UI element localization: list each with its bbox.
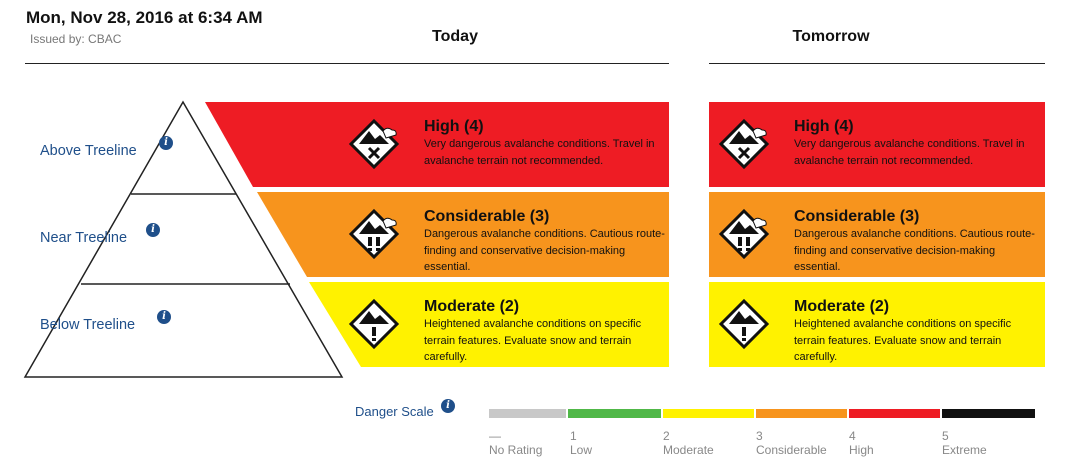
tomorrow-near-treeline-rating[interactable]: Considerable (3) Dangerous avalanche con… (709, 192, 1045, 277)
scale-level-number: 5 (942, 429, 949, 443)
high-danger-icon (718, 118, 770, 170)
rating-description: Dangerous avalanche conditions. Cautious… (424, 228, 665, 273)
tomorrow-below-treeline-rating[interactable]: Moderate (2) Heightened avalanche condit… (709, 282, 1045, 367)
rating-description: Heightened avalanche conditions on speci… (424, 318, 642, 363)
today-near-treeline-rating[interactable]: Considerable (3) Dangerous avalanche con… (257, 192, 669, 277)
rating-description: Dangerous avalanche conditions. Cautious… (794, 228, 1035, 273)
rating-title: Considerable (3) (424, 208, 550, 225)
scale-level-name: Low (570, 443, 593, 457)
scale-segment-considerable (756, 409, 847, 418)
scale-level-high: 4 High (849, 429, 874, 457)
danger-scale-label: Danger Scale (355, 404, 434, 419)
today-above-treeline-rating[interactable]: High (4) Very dangerous avalanche condit… (205, 102, 669, 187)
tomorrow-above-treeline-rating[interactable]: High (4) Very dangerous avalanche condit… (709, 102, 1045, 187)
moderate-danger-icon (718, 298, 770, 350)
scale-level-name: Extreme (942, 443, 987, 457)
scale-level-number: 4 (849, 429, 856, 443)
scale-level-name: Moderate (663, 443, 714, 457)
scale-level-extreme: 5 Extreme (942, 429, 987, 457)
elevation-pyramid-icon (23, 100, 344, 378)
scale-segment-no-rating (489, 409, 566, 418)
elevation-label-near-treeline: Near Treeline (40, 230, 128, 246)
scale-segment-low (568, 409, 661, 418)
moderate-danger-icon (348, 298, 400, 350)
elevation-label-below-treeline: Below Treeline (40, 317, 136, 333)
today-below-treeline-rating[interactable]: Moderate (2) Heightened avalanche condit… (309, 282, 669, 367)
scale-segment-extreme (942, 409, 1035, 418)
rating-description: Very dangerous avalanche conditions. Tra… (424, 138, 655, 167)
info-icon[interactable]: i (441, 399, 455, 413)
scale-level-number: 3 (756, 429, 763, 443)
rating-description: Heightened avalanche conditions on speci… (794, 318, 1012, 363)
scale-level-moderate: 2 Moderate (663, 429, 714, 457)
scale-level-name: No Rating (489, 443, 543, 457)
considerable-danger-icon (348, 208, 400, 260)
rating-title: High (4) (794, 118, 854, 135)
scale-level-name: Considerable (756, 443, 827, 457)
scale-level-no-rating: — No Rating (489, 429, 542, 457)
scale-segment-moderate (663, 409, 754, 418)
today-divider (25, 63, 669, 64)
scale-level-number: 1 (570, 429, 577, 443)
info-icon[interactable]: i (159, 136, 173, 150)
scale-level-low: 1 Low (570, 429, 592, 457)
high-danger-icon (348, 118, 400, 170)
scale-level-name: High (849, 443, 874, 457)
today-heading: Today (432, 28, 478, 45)
tomorrow-heading: Tomorrow (792, 28, 870, 45)
rating-title: High (4) (424, 118, 484, 135)
issued-by: Issued by: CBAC (30, 32, 122, 46)
scale-level-number: 2 (663, 429, 670, 443)
tomorrow-divider (709, 63, 1045, 64)
elevation-label-above-treeline: Above Treeline (40, 143, 137, 159)
forecast-date: Mon, Nov 28, 2016 at 6:34 AM (26, 8, 263, 27)
rating-title: Considerable (3) (794, 208, 920, 225)
rating-title: Moderate (2) (794, 298, 890, 315)
scale-level-considerable: 3 Considerable (756, 429, 827, 457)
considerable-danger-icon (718, 208, 770, 260)
rating-title: Moderate (2) (424, 298, 520, 315)
rating-description: Very dangerous avalanche conditions. Tra… (794, 138, 1025, 167)
scale-level-number: — (489, 429, 501, 443)
info-icon[interactable]: i (146, 223, 160, 237)
info-icon[interactable]: i (157, 310, 171, 324)
scale-segment-high (849, 409, 940, 418)
